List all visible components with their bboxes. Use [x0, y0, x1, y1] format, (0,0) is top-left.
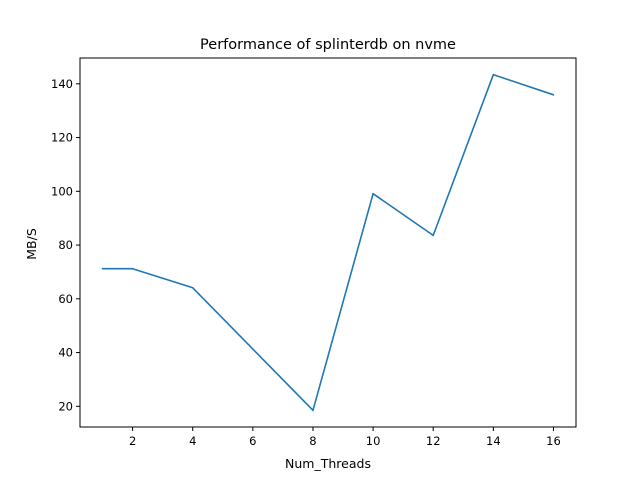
data-point	[191, 286, 194, 289]
x-axis-ticks: 2 4 6 8 10 12 14 16	[129, 427, 561, 448]
x-axis-label: Num_Threads	[285, 456, 371, 471]
x-tick-label: 8	[309, 434, 316, 448]
series-layer	[101, 73, 555, 412]
x-tick-label: 12	[426, 434, 441, 448]
chart-title: Performance of splinterdb on nvme	[200, 37, 456, 53]
y-tick-label: 100	[51, 184, 73, 198]
plot-frame	[79, 57, 577, 428]
y-axis-label: MB/S	[24, 228, 39, 260]
x-tick-label: 10	[366, 434, 381, 448]
data-point	[372, 192, 374, 195]
data-point	[492, 73, 495, 76]
data-point	[552, 94, 555, 96]
y-tick-label: 140	[51, 77, 73, 91]
y-tick-label: 20	[58, 399, 73, 413]
y-tick-label: 80	[58, 238, 73, 252]
x-tick-label: 2	[129, 434, 136, 448]
data-point	[131, 267, 134, 270]
x-tick-label: 16	[546, 434, 561, 448]
y-tick-label: 40	[58, 346, 73, 360]
data-point	[432, 234, 435, 237]
x-tick-label: 6	[249, 434, 256, 448]
data-point	[312, 409, 314, 412]
series-line-0	[102, 73, 554, 412]
data-point	[101, 267, 104, 270]
y-axis-ticks: 20 40 60 80 100 120 140	[51, 77, 80, 413]
y-tick-label: 60	[58, 292, 73, 306]
x-tick-label: 14	[486, 434, 501, 448]
x-tick-label: 4	[189, 434, 196, 448]
y-tick-label: 120	[51, 131, 73, 145]
